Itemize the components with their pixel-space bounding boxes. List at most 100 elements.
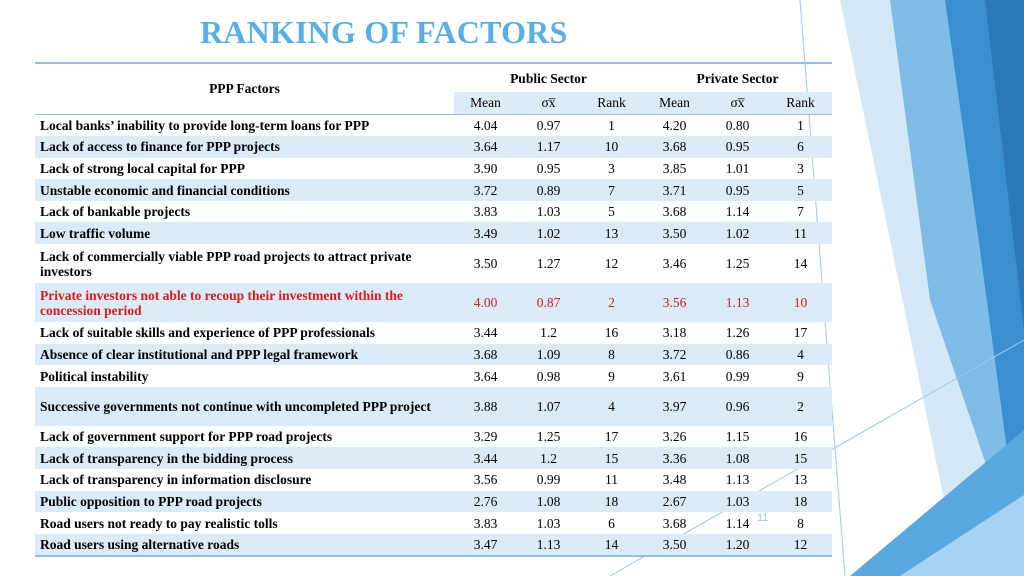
factor-cell: Low traffic volume — [35, 222, 454, 245]
factor-cell: Political instability — [40, 368, 149, 384]
factor-cell: Absence of clear institutional and PPP l… — [35, 343, 454, 366]
private-rank-cell: 5 — [769, 179, 833, 201]
private-mean-cell: 3.50 — [643, 533, 706, 558]
private-mean-cell: 3.26 — [662, 429, 687, 445]
private-rank-cell: 7 — [797, 204, 804, 220]
factor-cell: Successive governments not continue with… — [35, 386, 454, 426]
slide-title: RANKING OF FACTORS — [200, 14, 568, 50]
table-row: Lack of bankable projects 3.83 1.03 5 3.68 1.… — [35, 201, 832, 223]
public-sd-cell: 1.08 — [517, 490, 580, 513]
public-mean-cell: 3.49 — [454, 222, 517, 245]
subheader-private-sd: σx̅ — [706, 92, 769, 114]
private-sd-cell: 1.13 — [706, 283, 769, 323]
public-rank-cell: 16 — [604, 325, 619, 341]
private-sd-cell: 1.15 — [725, 429, 750, 445]
public-rank-cell: 9 — [608, 368, 615, 384]
table-row: Lack of commercially viable PPP road pro… — [35, 244, 832, 283]
private-mean-cell: 3.61 — [662, 368, 687, 384]
table-row: Lack of strong local capital for PPP 3.90… — [35, 158, 832, 180]
private-sd-cell: 1.02 — [706, 222, 769, 245]
table-row: Low traffic volume 3.49 1.02 13 3.50 1.02 11 — [35, 222, 833, 245]
public-sd-cell: 0.98 — [536, 368, 561, 384]
private-sd-cell: 1.20 — [706, 533, 769, 558]
table-body: Local banks’ inability to provide long-t… — [35, 114, 833, 558]
private-sd-cell: 1.08 — [706, 447, 769, 470]
header-row: PPP Factors Public Sector Private Sector — [35, 63, 833, 96]
table-row: Local banks’ inability to provide long-t… — [35, 114, 832, 136]
private-mean-cell: 3.72 — [643, 343, 706, 366]
public-mean-cell: 2.76 — [454, 490, 517, 513]
deco-shape-bottom-light — [900, 495, 1024, 576]
private-rank-cell: 8 — [797, 515, 804, 531]
factor-cell: Lack of suitable skills and experience o… — [40, 325, 376, 341]
private-sd-cell: 1.26 — [725, 325, 750, 341]
public-rank-cell: 7 — [580, 179, 643, 201]
private-mean-cell: 3.56 — [643, 283, 706, 323]
private-rank-cell: 16 — [793, 429, 808, 445]
private-rank-cell: 12 — [769, 533, 833, 558]
table-row: Absence of clear institutional and PPP l… — [35, 343, 833, 366]
public-sd-cell: 1.09 — [517, 343, 580, 366]
header-private-sector: Private Sector — [696, 71, 779, 86]
factor-cell: Lack of access to finance for PPP projec… — [35, 136, 454, 158]
public-sd-cell: 1.13 — [517, 533, 580, 558]
private-sd-cell: 1.01 — [725, 160, 750, 176]
private-rank-cell: 1 — [797, 117, 804, 133]
private-mean-cell: 3.71 — [643, 179, 706, 201]
public-rank-cell: 4 — [580, 386, 643, 426]
public-sd-cell: 0.99 — [536, 472, 561, 488]
public-mean-cell: 3.56 — [473, 472, 498, 488]
public-rank-cell: 3 — [608, 160, 615, 176]
public-mean-cell: 3.50 — [473, 256, 498, 272]
subheader-row: Mean σx̅ Rank Mean σx̅ Rank — [35, 92, 833, 114]
private-sd-cell: 0.95 — [706, 179, 769, 201]
private-rank-cell: 3 — [797, 160, 804, 176]
public-mean-cell: 3.83 — [473, 204, 498, 220]
public-rank-cell: 1 — [608, 117, 615, 133]
public-sd-cell: 1.17 — [517, 136, 580, 158]
table-row: Lack of suitable skills and experience o… — [35, 322, 832, 344]
factor-cell: Lack of transparency in information disc… — [40, 472, 312, 488]
private-sd-cell: 1.03 — [706, 490, 769, 513]
table-row: Lack of government support for PPP road … — [35, 426, 832, 448]
header-ppp-factors: PPP Factors — [209, 81, 280, 97]
private-rank-cell: 4 — [769, 343, 833, 366]
public-rank-cell: 10 — [580, 136, 643, 158]
private-sd-cell: 1.13 — [725, 472, 750, 488]
private-mean-cell: 2.67 — [643, 490, 706, 513]
private-rank-cell: 18 — [769, 490, 833, 513]
private-mean-cell: 3.68 — [643, 136, 706, 158]
public-rank-cell: 5 — [608, 204, 615, 220]
deco-shape-mid — [890, 0, 1024, 576]
public-rank-cell: 14 — [580, 533, 643, 558]
private-sd-cell: 0.95 — [706, 136, 769, 158]
public-mean-cell: 3.68 — [454, 343, 517, 366]
private-rank-cell: 2 — [769, 386, 833, 426]
public-sd-cell: 1.02 — [517, 222, 580, 245]
table-row: Successive governments not continue with… — [35, 386, 833, 426]
subheader-public-rank: Rank — [580, 92, 643, 114]
public-mean-cell: 3.64 — [454, 136, 517, 158]
public-mean-cell: 4.00 — [454, 283, 517, 323]
factor-cell: Lack of strong local capital for PPP — [40, 160, 245, 176]
private-rank-cell: 13 — [793, 472, 808, 488]
public-sd-cell: 0.87 — [517, 283, 580, 323]
table-row: Private investors not able to recoup the… — [35, 283, 833, 323]
private-rank-cell: 17 — [793, 325, 808, 341]
table-row: Unstable economic and financial conditio… — [35, 179, 833, 201]
public-rank-cell: 13 — [580, 222, 643, 245]
public-sd-cell: 1.25 — [536, 429, 561, 445]
factor-cell: Lack of transparency in the bidding proc… — [35, 447, 454, 470]
public-sd-cell: 0.95 — [536, 160, 561, 176]
factor-cell: Road users not ready to pay realistic to… — [40, 515, 278, 531]
private-sd-cell: 0.99 — [725, 368, 750, 384]
deco-shape-light — [840, 0, 1024, 576]
factor-cell: Road users using alternative roads — [35, 533, 454, 558]
private-mean-cell: 3.50 — [643, 222, 706, 245]
public-mean-cell: 3.90 — [473, 160, 498, 176]
page-number: 11 — [757, 512, 769, 524]
public-rank-cell: 2 — [580, 283, 643, 323]
public-mean-cell: 3.72 — [454, 179, 517, 201]
private-mean-cell: 3.46 — [662, 256, 687, 272]
private-sd-cell: 1.14 — [725, 515, 750, 531]
